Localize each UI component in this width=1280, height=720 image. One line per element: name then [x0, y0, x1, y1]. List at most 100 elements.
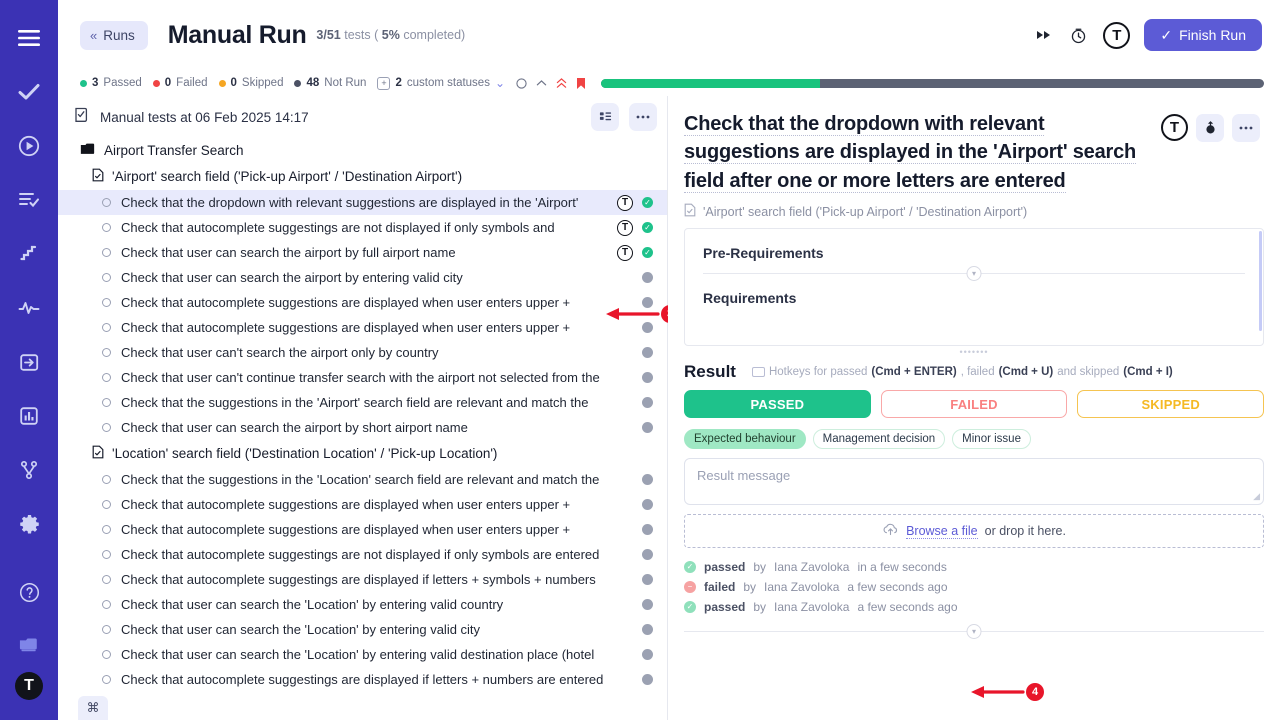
textarea-resize-handle[interactable]: ◢ [1253, 491, 1260, 502]
collapse-knob-icon[interactable]: ▾ [966, 266, 982, 282]
test-case-row[interactable]: Check that autocomplete suggestions are … [58, 290, 667, 315]
verdict-passed-button[interactable]: PASSED [684, 390, 871, 419]
test-case-row[interactable]: Check that autocomplete suggestions are … [58, 517, 667, 542]
timer-icon[interactable] [1063, 20, 1093, 50]
chevron-up-icon[interactable] [536, 79, 547, 87]
case-select-radio[interactable] [102, 398, 111, 407]
menu-icon[interactable] [7, 16, 51, 60]
case-status-not-run [642, 272, 653, 283]
result-message-input[interactable]: Result message ◢ [684, 458, 1264, 506]
help-icon[interactable] [7, 570, 51, 614]
cmd-palette-chip[interactable]: ⌘ [78, 696, 108, 720]
status-skipped[interactable]: 0 Skipped [218, 77, 283, 89]
bug-icon[interactable] [1196, 114, 1224, 142]
login-icon[interactable] [7, 340, 51, 384]
test-case-row[interactable]: Check that the suggestions in the 'Locat… [58, 467, 667, 492]
case-select-radio[interactable] [102, 373, 111, 382]
detail-title[interactable]: Check that the dropdown with relevant su… [684, 110, 1151, 195]
panel-resize-grip[interactable]: ••••••• [959, 347, 989, 358]
steps-icon[interactable] [7, 232, 51, 276]
browse-file-link[interactable]: Browse a file [906, 523, 978, 539]
case-assignee-avatar[interactable]: T [617, 194, 633, 211]
sort-icon[interactable] [591, 103, 619, 131]
history-collapse-knob-icon[interactable]: ▾ [966, 624, 982, 640]
verdict-buttons: PASSED FAILED SKIPPED [668, 382, 1280, 419]
case-select-radio[interactable] [102, 298, 111, 307]
detail-assignee-avatar[interactable]: T [1161, 114, 1188, 141]
test-case-row[interactable]: Check that user can search the 'Location… [58, 592, 667, 617]
assignee-avatar[interactable]: T [1103, 21, 1131, 49]
status-failed[interactable]: 0 Failed [152, 77, 208, 89]
check-icon[interactable] [7, 70, 51, 114]
play-circle-icon[interactable] [7, 124, 51, 168]
test-case-row[interactable]: Check that autocomplete suggestings are … [58, 667, 667, 692]
status-custom[interactable]: + 2 custom statuses ⌄ [377, 76, 505, 90]
test-case-row[interactable]: Check that user can search the airport b… [58, 415, 667, 440]
case-select-radio[interactable] [102, 650, 111, 659]
chart-icon[interactable] [7, 394, 51, 438]
user-avatar[interactable]: T [15, 672, 43, 700]
folder-icon[interactable] [7, 622, 51, 666]
test-list-icon[interactable] [7, 178, 51, 222]
test-case-row[interactable]: Check that autocomplete suggestings are … [58, 542, 667, 567]
tree-suite[interactable]: 'Airport' search field ('Pick-up Airport… [58, 163, 667, 190]
test-case-row[interactable]: Check that user can search the 'Location… [58, 617, 667, 642]
test-case-row[interactable]: Check that user can't continue transfer … [58, 365, 667, 390]
result-header: Result Hotkeys for passed (Cmd + ENTER) … [668, 356, 1280, 382]
detail-more-icon[interactable] [1232, 114, 1260, 142]
requirements-scrollbar[interactable] [1259, 231, 1262, 332]
test-case-row[interactable]: Check that autocomplete suggestings are … [58, 567, 667, 592]
case-select-radio[interactable] [102, 323, 111, 332]
fast-forward-icon[interactable] [1029, 20, 1059, 50]
activity-icon[interactable] [7, 286, 51, 330]
case-select-radio[interactable] [102, 500, 111, 509]
bookmark-icon[interactable] [576, 77, 586, 90]
test-case-row[interactable]: Check that user can't search the airport… [58, 340, 667, 365]
case-select-radio[interactable] [102, 550, 111, 559]
back-to-runs-button[interactable]: « Runs [80, 20, 148, 50]
circle-filter-icon[interactable] [516, 77, 527, 89]
collapse-all-icon[interactable] [556, 77, 567, 89]
tag-expected-behaviour[interactable]: Expected behaviour [684, 429, 806, 450]
test-case-row[interactable]: Check that autocomplete suggestions are … [58, 492, 667, 517]
verdict-failed-button[interactable]: FAILED [880, 390, 1068, 419]
file-dropzone[interactable]: Browse a file or drop it here. [684, 514, 1264, 549]
case-select-radio[interactable] [102, 575, 111, 584]
test-case-label: Check that autocomplete suggestions are … [121, 497, 571, 512]
branch-icon[interactable] [7, 448, 51, 492]
case-select-radio[interactable] [102, 423, 111, 432]
case-select-radio[interactable] [102, 475, 111, 484]
test-case-row[interactable]: Check that user can search the airport b… [58, 240, 667, 265]
case-select-radio[interactable] [102, 223, 111, 232]
keyboard-icon [751, 367, 765, 378]
case-select-radio[interactable] [102, 348, 111, 357]
test-case-row[interactable]: Check that autocomplete suggestings are … [58, 215, 667, 240]
finish-run-label: Finish Run [1179, 27, 1246, 43]
case-select-radio[interactable] [102, 248, 111, 257]
finish-run-button[interactable]: ✓ Finish Run [1144, 19, 1262, 51]
tree-suite[interactable]: 'Location' search field ('Destination Lo… [58, 440, 667, 467]
test-case-row[interactable]: Check that autocomplete suggestions are … [58, 315, 667, 340]
test-case-row[interactable]: Check that user can search the 'Location… [58, 642, 667, 667]
verdict-skipped-button[interactable]: SKIPPED [1077, 390, 1265, 419]
test-case-row[interactable]: Check that the suggestions in the 'Airpo… [58, 390, 667, 415]
gear-icon[interactable] [7, 502, 51, 546]
status-not-run[interactable]: 48 Not Run [294, 77, 366, 89]
case-select-radio[interactable] [102, 525, 111, 534]
more-icon[interactable] [629, 103, 657, 131]
tag-minor-issue[interactable]: Minor issue [952, 429, 1031, 450]
case-select-radio[interactable] [102, 198, 111, 207]
test-case-row[interactable]: Check that user can search the airport b… [58, 265, 667, 290]
case-assignee-avatar[interactable]: T [617, 219, 633, 236]
failed-label: Failed [176, 77, 208, 89]
case-select-radio[interactable] [102, 273, 111, 282]
case-select-radio[interactable] [102, 600, 111, 609]
case-select-radio[interactable] [102, 625, 111, 634]
test-case-row[interactable]: Check that the dropdown with relevant su… [58, 190, 667, 215]
tree-folder[interactable]: Airport Transfer Search [58, 138, 667, 163]
case-select-radio[interactable] [102, 675, 111, 684]
case-assignee-avatar[interactable]: T [617, 244, 633, 261]
tag-management-decision[interactable]: Management decision [812, 429, 946, 450]
status-passed[interactable]: 3 Passed [80, 77, 142, 89]
detail-header: Check that the dropdown with relevant su… [668, 96, 1280, 201]
